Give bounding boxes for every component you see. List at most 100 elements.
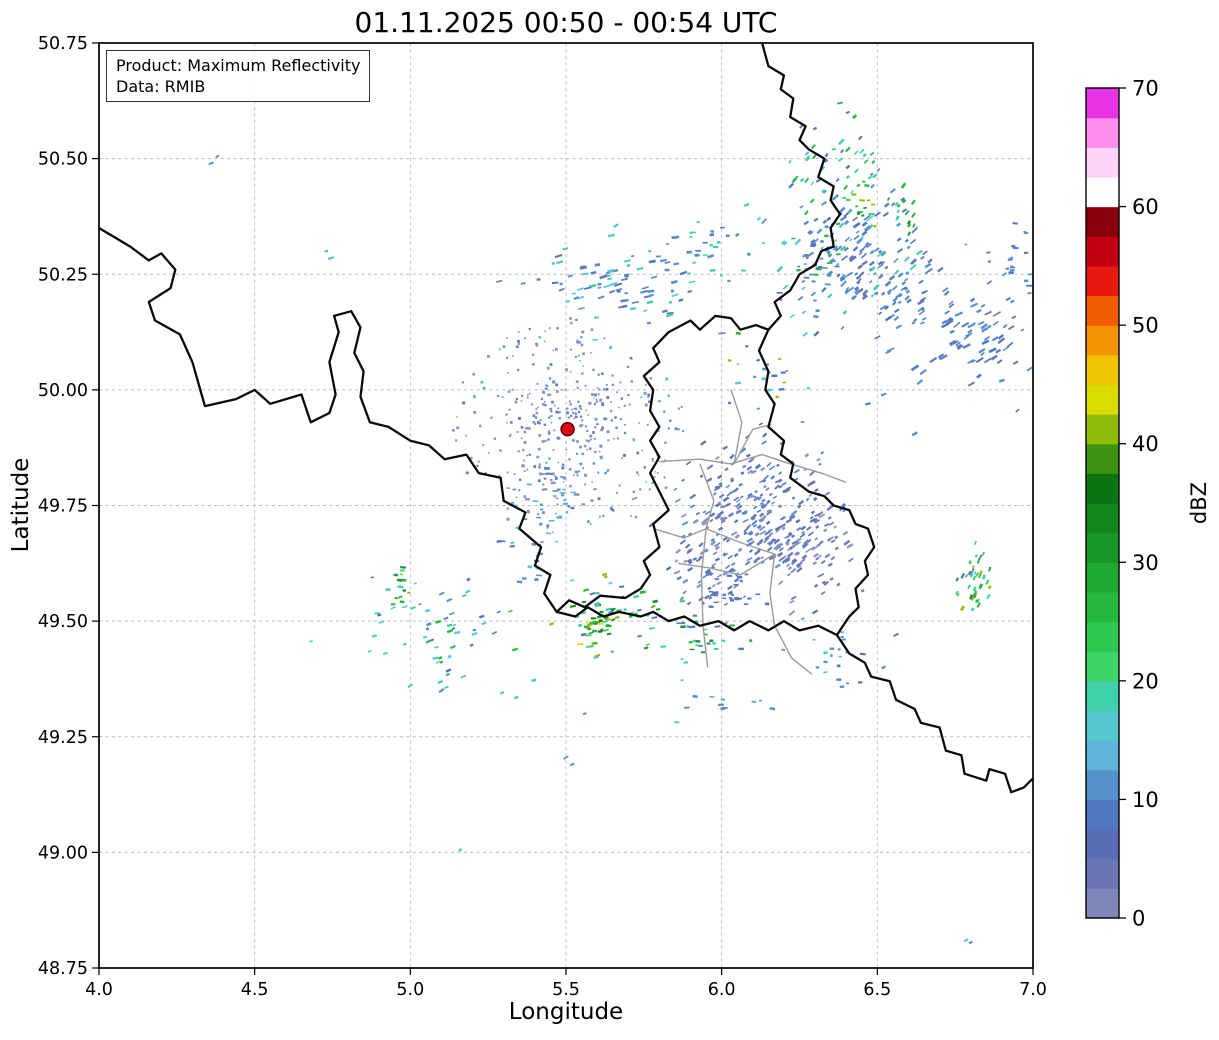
echo-speck <box>787 552 793 558</box>
echo-speck <box>596 387 599 389</box>
echo-speck <box>402 589 407 592</box>
echo-speck <box>722 496 730 502</box>
echo-speck <box>460 674 467 679</box>
echo-speck <box>823 528 828 533</box>
colorbar-band <box>1086 176 1119 208</box>
echo-speck <box>722 593 727 597</box>
echo-speck <box>580 632 587 637</box>
echo-speck <box>729 591 733 595</box>
echo-speck <box>861 294 869 300</box>
echo-speck <box>735 498 741 503</box>
echo-speck <box>797 295 804 302</box>
echo-speck <box>843 274 849 279</box>
echo-speck <box>593 437 596 440</box>
echo-speck <box>785 486 792 491</box>
echo-speck <box>877 276 882 280</box>
echo-speck <box>853 234 860 240</box>
echo-speck <box>517 331 520 333</box>
echo-speck <box>687 548 693 553</box>
echo-speck <box>877 249 883 254</box>
echo-speck <box>699 551 704 556</box>
echo-speck <box>543 466 550 470</box>
echo-speck <box>871 203 876 206</box>
echo-speck <box>803 220 810 226</box>
echo-speck <box>901 281 907 286</box>
echo-speck <box>811 280 816 283</box>
echo-speck <box>845 286 850 291</box>
echo-speck <box>526 483 533 486</box>
echo-speck <box>824 225 829 229</box>
echo-speck <box>535 344 539 347</box>
echo-speck <box>390 603 396 606</box>
echo-speck <box>823 522 830 527</box>
echo-speck <box>643 309 647 312</box>
echo-speck <box>506 518 510 520</box>
echo-speck <box>582 352 586 356</box>
echo-speck <box>576 440 579 443</box>
echo-speck <box>708 596 713 600</box>
y-tick-label: 50.75 <box>38 34 88 54</box>
echo-speck <box>546 366 550 370</box>
echo-speck <box>863 244 869 249</box>
echo-speck <box>692 557 698 561</box>
echo-speck <box>543 340 546 343</box>
echo-speck <box>606 430 610 434</box>
echo-speck <box>903 286 909 291</box>
echo-speck <box>599 444 603 448</box>
echo-speck <box>619 484 621 486</box>
echo-speck <box>696 583 702 589</box>
echo-speck <box>472 372 476 376</box>
echo-speck <box>730 478 735 483</box>
echo-speck <box>640 396 643 399</box>
echo-speck <box>714 578 720 581</box>
echo-speck <box>751 519 758 526</box>
echo-speck <box>769 707 776 711</box>
echo-speck <box>818 554 822 559</box>
echo-speck <box>606 396 610 399</box>
echo-speck <box>906 298 912 304</box>
echo-speck <box>655 608 661 611</box>
echo-speck <box>813 330 820 337</box>
echo-speck <box>659 258 667 263</box>
echo-speck <box>567 416 571 419</box>
echo-speck <box>884 265 889 270</box>
echo-speck <box>1008 271 1014 275</box>
echo-speck <box>777 551 784 558</box>
echo-speck <box>826 216 832 222</box>
echo-speck <box>536 512 540 516</box>
echo-speck <box>869 172 874 177</box>
echo-speck <box>550 481 556 485</box>
echo-speck <box>555 390 559 394</box>
echo-speck <box>862 228 869 235</box>
echo-speck <box>765 520 771 526</box>
echo-speck <box>324 249 329 253</box>
echo-speck <box>983 357 992 364</box>
echo-speck <box>452 623 457 627</box>
echo-speck <box>517 416 522 421</box>
echo-speck <box>618 304 626 309</box>
colorbar-tick-label: 50 <box>1132 314 1159 338</box>
echo-speck <box>573 296 580 301</box>
echo-speck <box>694 253 700 257</box>
echo-speck <box>665 243 670 246</box>
echo-speck <box>866 224 874 231</box>
echo-speck <box>976 373 982 379</box>
echo-speck <box>605 618 612 621</box>
echo-speck <box>851 295 856 300</box>
echo-speck <box>806 538 812 544</box>
echo-speck <box>367 649 372 653</box>
echo-speck <box>653 475 656 478</box>
echo-speck <box>571 292 576 295</box>
echo-speck <box>709 518 714 523</box>
echo-speck <box>905 289 911 294</box>
echo-speck <box>773 538 781 545</box>
echo-speck <box>906 222 912 228</box>
echo-speck <box>827 516 832 520</box>
echo-speck <box>536 574 543 577</box>
echo-speck <box>793 468 800 474</box>
echo-speck <box>526 394 529 397</box>
echo-speck <box>862 180 866 183</box>
echo-speck <box>621 457 623 460</box>
echo-speck <box>456 415 458 418</box>
echo-speck <box>523 440 527 445</box>
